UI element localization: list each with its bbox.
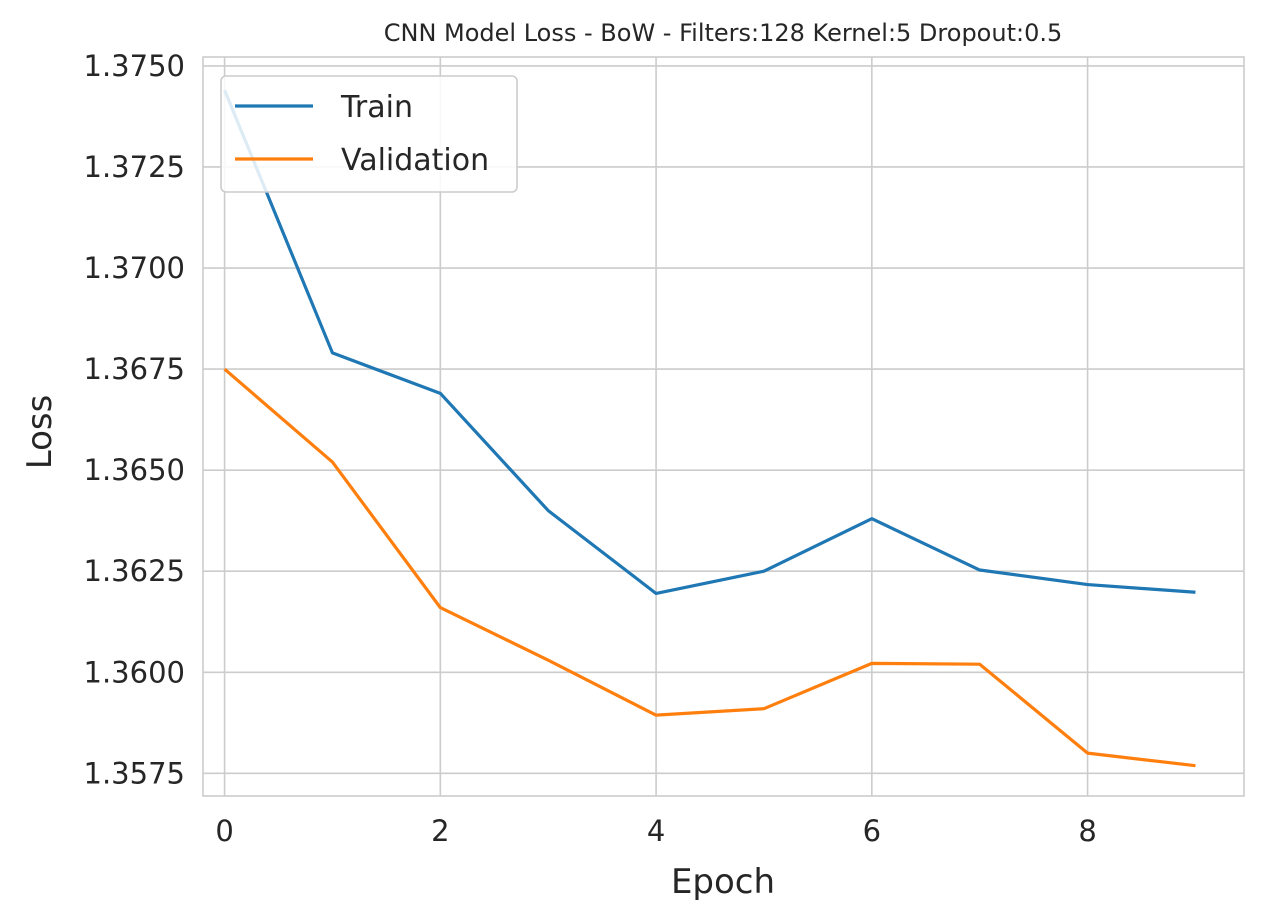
y-tick-label: 1.3600 <box>84 655 185 689</box>
y-tick-label: 1.3625 <box>84 554 185 588</box>
chart-title: CNN Model Loss - BoW - Filters:128 Kerne… <box>384 19 1062 47</box>
plot-area-frame <box>202 56 1245 797</box>
legend: Train Validation <box>220 75 518 193</box>
y-axis-title: Loss <box>20 395 60 470</box>
legend-label-validation: Validation <box>341 143 489 178</box>
y-tick-labels: 1.3575 1.3600 1.3625 1.3650 1.3675 1.3700 1.37… <box>84 49 185 790</box>
x-tick-label: 6 <box>863 814 881 848</box>
y-tick-label: 1.3650 <box>84 453 185 487</box>
legend-label-train: Train <box>340 90 413 125</box>
series-line-validation <box>223 367 1196 768</box>
x-tick-label: 2 <box>431 814 449 848</box>
x-axis-title: Epoch <box>671 862 775 902</box>
y-tick-label: 1.3750 <box>84 49 185 83</box>
y-tick-label: 1.3725 <box>84 150 185 184</box>
y-tick-label: 1.3675 <box>84 352 185 386</box>
y-tick-label: 1.3700 <box>84 251 185 285</box>
x-tick-labels: 0 2 4 6 8 <box>215 814 1096 848</box>
series-layer <box>223 89 1196 768</box>
series-line-train <box>223 89 1196 596</box>
x-tick-label: 8 <box>1078 814 1096 848</box>
x-tick-label: 0 <box>215 814 233 848</box>
y-tick-label: 1.3575 <box>84 756 185 790</box>
x-tick-label: 4 <box>647 814 665 848</box>
